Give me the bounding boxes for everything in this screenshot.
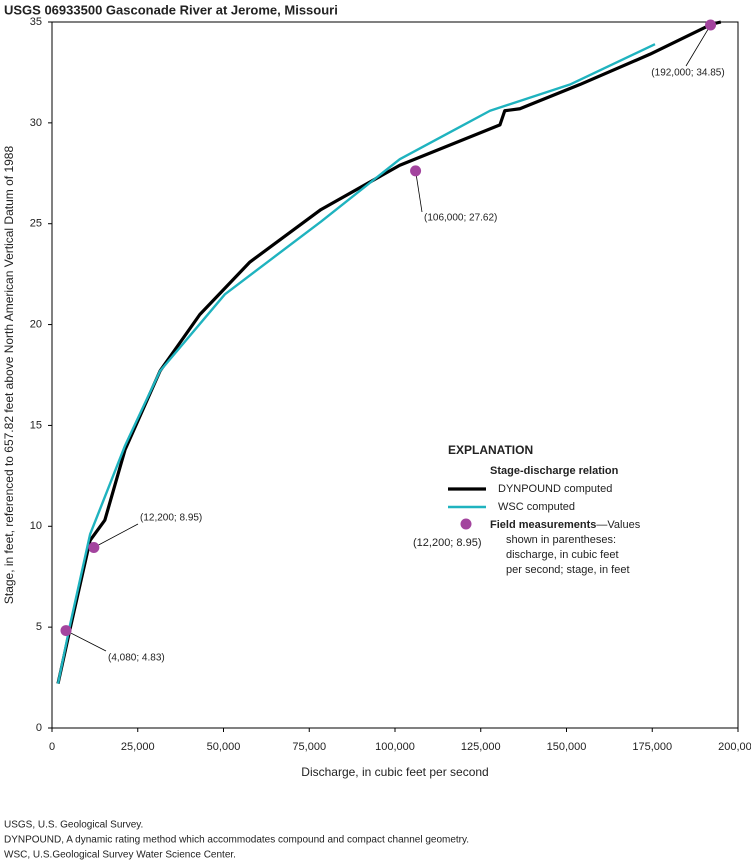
leader-line bbox=[685, 24, 711, 67]
x-tick-label: 125,000 bbox=[461, 741, 501, 753]
point-label: (4,080; 4.83) bbox=[108, 653, 165, 664]
y-tick-label: 10 bbox=[30, 520, 42, 532]
x-tick-label: 50,000 bbox=[207, 741, 241, 753]
legend-note: per second; stage, in feet bbox=[506, 564, 630, 576]
chart-title: USGS 06933500 Gasconade River at Jerome,… bbox=[4, 2, 338, 17]
legend-note: —Values bbox=[596, 519, 640, 531]
y-tick-label: 5 bbox=[36, 621, 42, 633]
legend-label: WSC computed bbox=[498, 501, 575, 513]
x-tick-label: 150,000 bbox=[547, 741, 587, 753]
legend-swatch bbox=[460, 518, 472, 530]
plot-frame bbox=[51, 21, 739, 729]
y-tick-label: 15 bbox=[30, 419, 42, 431]
field-measurement bbox=[88, 541, 100, 553]
y-tick-label: 35 bbox=[30, 16, 42, 28]
x-tick-label: 200,000 bbox=[718, 741, 751, 753]
point-label: (192,000; 34.85) bbox=[651, 68, 724, 79]
legend-label: DYNPOUND computed bbox=[498, 483, 612, 495]
x-tick-label: 175,000 bbox=[632, 741, 672, 753]
x-axis-label: Discharge, in cubic feet per second bbox=[301, 765, 488, 779]
legend-note: discharge, in cubic feet bbox=[506, 549, 619, 561]
y-tick-label: 20 bbox=[30, 318, 42, 330]
leader-line bbox=[415, 170, 423, 213]
y-tick-label: 0 bbox=[36, 722, 42, 734]
x-tick-label: 25,000 bbox=[121, 741, 155, 753]
x-tick-label: 100,000 bbox=[375, 741, 415, 753]
footnote: USGS, U.S. Geological Survey. bbox=[4, 820, 143, 831]
x-tick-label: 75,000 bbox=[292, 741, 326, 753]
legend-group: Stage-discharge relation bbox=[490, 465, 619, 477]
legend-title: EXPLANATION bbox=[448, 443, 533, 457]
footnote: DYNPOUND, A dynamic rating method which … bbox=[4, 835, 469, 846]
point-label: (106,000; 27.62) bbox=[424, 213, 497, 224]
leader-line bbox=[93, 523, 139, 548]
footnote: WSC, U.S.Geological Survey Water Science… bbox=[4, 850, 236, 861]
field-measurement bbox=[60, 625, 72, 637]
field-measurement bbox=[705, 19, 717, 31]
y-tick-label: 25 bbox=[30, 218, 42, 230]
legend-example: (12,200; 8.95) bbox=[413, 537, 482, 549]
series-line bbox=[56, 20, 722, 684]
y-tick-label: 30 bbox=[30, 117, 42, 129]
legend-note: shown in parentheses: bbox=[506, 534, 616, 546]
x-tick-label: 0 bbox=[49, 741, 55, 753]
point-label: (12,200; 8.95) bbox=[140, 513, 202, 524]
legend-label: Field measurements bbox=[490, 519, 596, 531]
field-measurement bbox=[410, 165, 422, 177]
series-line bbox=[56, 43, 656, 684]
leader-line bbox=[65, 630, 107, 652]
y-axis-label: Stage, in feet, referenced to 657.82 fee… bbox=[2, 146, 16, 605]
